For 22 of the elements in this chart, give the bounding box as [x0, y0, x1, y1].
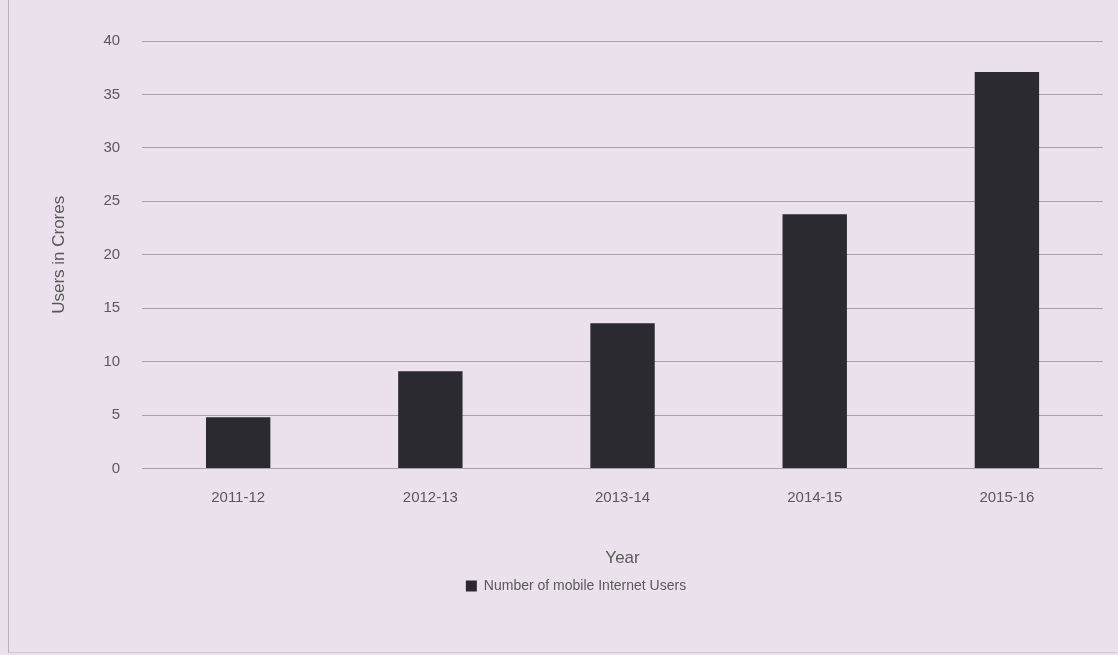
y-axis-title: Users in Crores: [48, 195, 68, 314]
y-tick-label: 25: [103, 191, 121, 209]
y-tick-label: 35: [103, 84, 121, 102]
y-tick-label: 40: [103, 31, 121, 49]
x-tick-label: 2011-12: [211, 487, 266, 505]
x-axis-title: Year: [605, 548, 641, 568]
y-tick-label: 15: [103, 298, 121, 316]
x-tick-label: 2012-13: [402, 487, 458, 505]
x-tick-label: 2015-16: [979, 487, 1035, 505]
bar: [782, 214, 847, 469]
bar: [398, 371, 463, 469]
legend-label: Number of mobile Internet Users: [483, 576, 687, 593]
y-tick-label: 20: [103, 244, 121, 262]
y-tick-label: 5: [111, 405, 121, 423]
x-tick-label: 2014-15: [787, 487, 843, 505]
y-tick-label: 30: [103, 138, 121, 156]
bar: [205, 417, 271, 469]
y-tick-label: 10: [103, 351, 121, 369]
x-tick-label: 2013-14: [595, 487, 651, 505]
y-tick-label: 0: [111, 458, 121, 476]
bar: [590, 323, 655, 469]
bar: [974, 72, 1040, 469]
